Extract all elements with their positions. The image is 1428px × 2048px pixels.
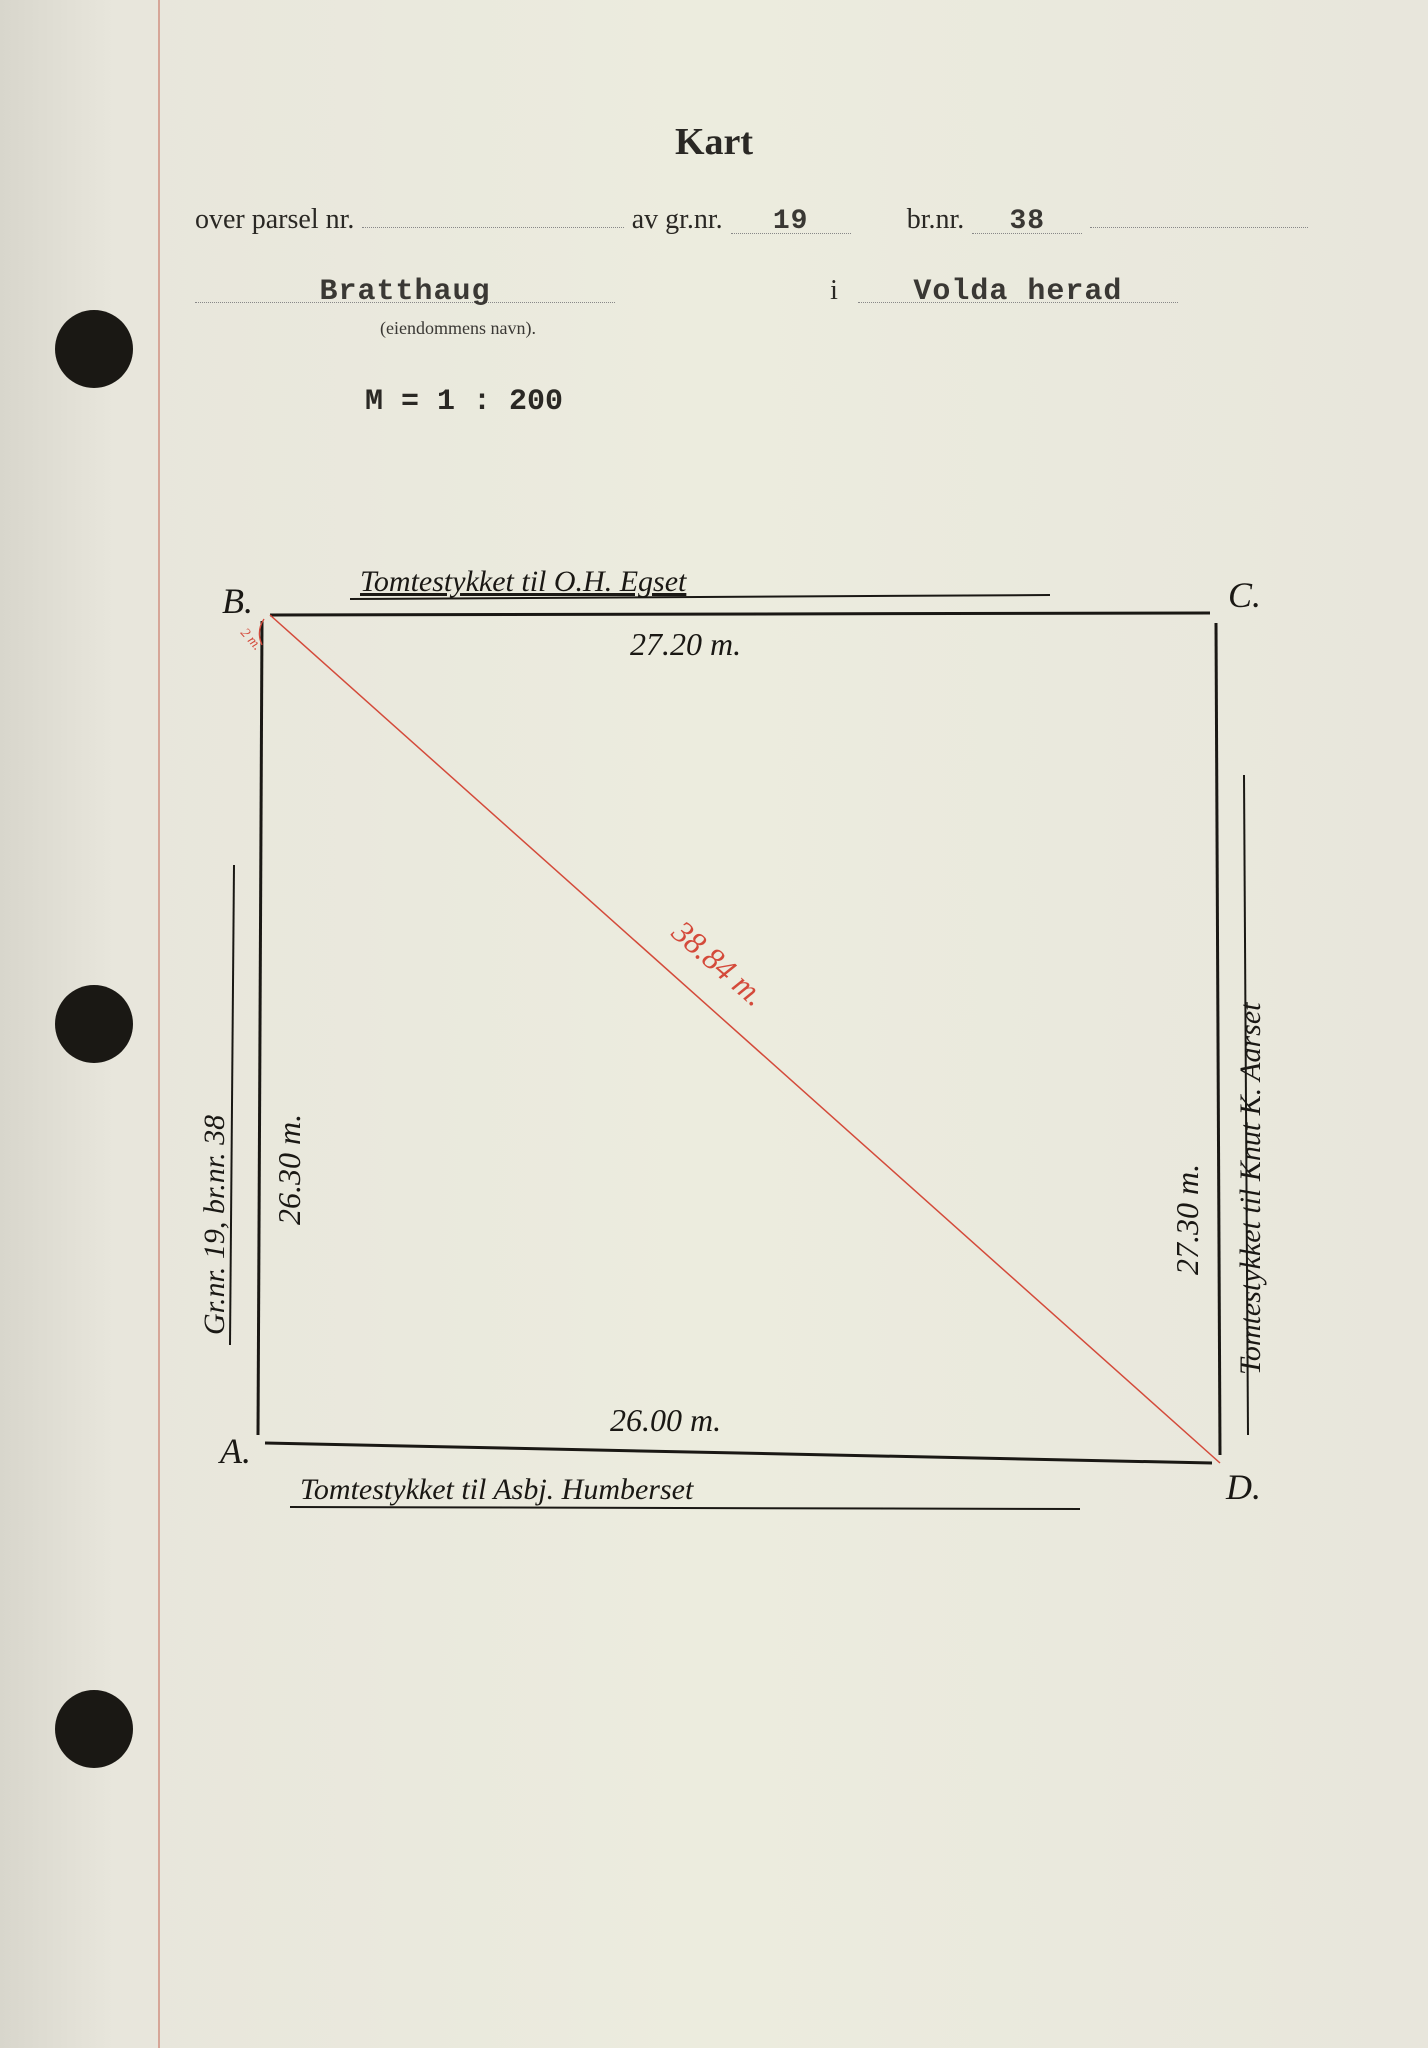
property-sublabel: (eiendommens navn).	[380, 318, 536, 339]
scanned-page: Kart over parsel nr. av gr.nr. 19 br.nr.…	[0, 0, 1428, 2048]
measure-diagonal: 38.84 m.	[665, 912, 773, 1013]
corner-d: D.	[1225, 1467, 1261, 1507]
field-grnr: 19	[731, 206, 851, 234]
form-row-2: Bratthaug i Volda herad	[195, 275, 1308, 307]
label-grnr: av gr.nr.	[632, 204, 723, 236]
field-district: Volda herad	[858, 275, 1178, 303]
side-top	[270, 613, 1210, 615]
side-right	[1216, 623, 1220, 1455]
field-parsel-nr	[362, 200, 623, 228]
page-title: Kart	[0, 120, 1428, 164]
side-left	[258, 621, 262, 1435]
field-property-name: Bratthaug	[195, 275, 615, 303]
measure-bottom: 26.00 m.	[610, 1402, 721, 1438]
underline-bottom	[290, 1507, 1080, 1509]
label-parsel: over parsel nr.	[195, 204, 354, 236]
side-bottom	[265, 1443, 1212, 1463]
punch-hole-icon	[55, 985, 133, 1063]
neighbor-top: Tomtestykket til O.H. Egset	[360, 565, 687, 598]
punch-hole-icon	[55, 1690, 133, 1768]
measure-right: 27.30 m.	[1169, 1164, 1205, 1275]
corner-c: C.	[1228, 575, 1261, 615]
label-brnr: br.nr.	[907, 204, 965, 236]
neighbor-right: Tomtestykket til Knut K. Aarset	[1234, 1002, 1267, 1375]
parcel-diagram: B. C. A. D. Tomtestykket til O.H. Egset …	[210, 555, 1260, 1515]
diagonal-line	[270, 615, 1220, 1463]
scale-text: M = 1 : 200	[365, 385, 563, 419]
measure-left: 26.30 m.	[271, 1114, 307, 1225]
field-brnr: 38	[972, 206, 1082, 234]
margin-rule	[158, 0, 160, 2048]
form-row-1: over parsel nr. av gr.nr. 19 br.nr. 38	[195, 200, 1308, 236]
neighbor-left: Gr.nr. 19, br.nr. 38	[198, 1115, 231, 1335]
punch-hole-icon	[55, 310, 133, 388]
label-i: i	[810, 275, 858, 307]
underline-left	[230, 865, 234, 1345]
measure-top: 27.20 m.	[630, 626, 741, 662]
corner-a: A.	[218, 1431, 251, 1471]
neighbor-bottom: Tomtestykket til Asbj. Humberset	[300, 1473, 694, 1506]
corner-b: B.	[222, 581, 253, 621]
field-trailing	[1090, 200, 1308, 228]
